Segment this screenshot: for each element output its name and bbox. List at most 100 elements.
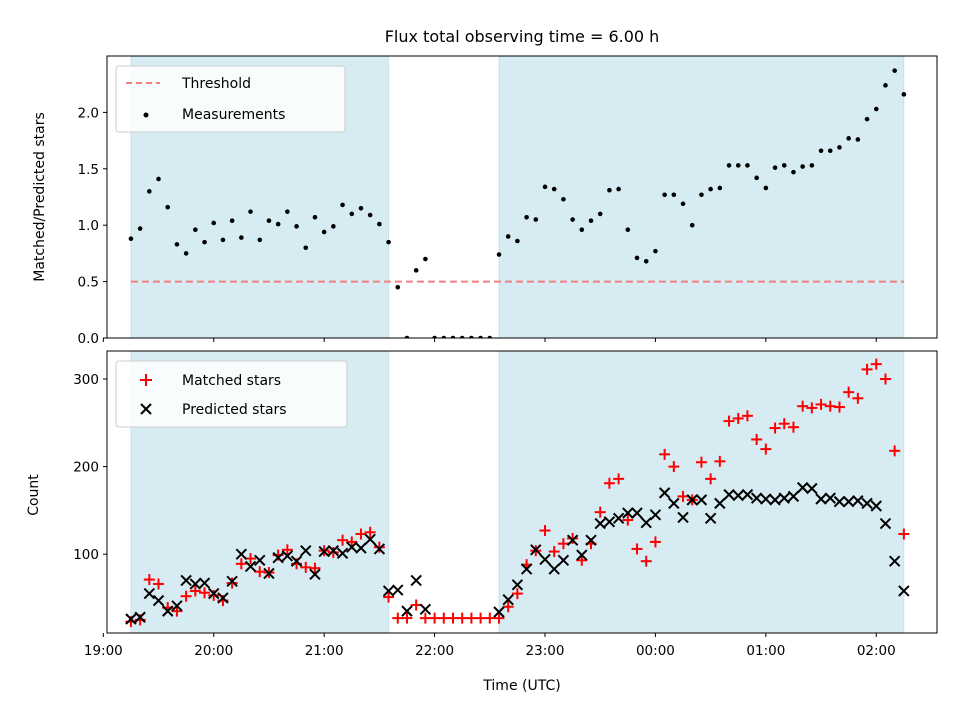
point-top-s0-84 [901,92,907,97]
point-bottom-s1-36 [457,637,467,647]
point-bottom-s1-13 [244,560,257,573]
point-top-s0-56 [643,258,649,264]
xlabel-bottom: Time (UTC) [482,678,560,694]
point-bottom-s1-27 [373,543,386,555]
point-bottom-s1-75 [815,493,827,505]
point-top-s0-67 [745,163,750,168]
point-top-s0-69 [763,185,769,191]
point-bottom-s0-20 [309,562,321,574]
point-top-s0-74 [809,163,815,168]
point-bottom-s1-74 [806,482,818,495]
point-bottom-s1-22 [327,544,340,557]
point-bottom-s1-81 [870,500,882,512]
point-bottom-s0-65 [723,415,735,427]
point-bottom-s0-58 [659,448,671,460]
point-bottom-s1-49 [576,549,588,561]
point-bottom-s1-42 [511,579,524,591]
point-top-s0-20 [312,215,318,220]
point-top-s0-5 [174,242,180,247]
point-bottom-s1-82 [879,517,892,530]
point-bottom-s1-72 [787,490,800,503]
point-bottom-s0-7 [189,585,201,597]
point-bottom-s0-22 [327,546,339,558]
point-bottom-s0-38 [475,612,487,624]
point-bottom-s0-83 [889,445,901,457]
xtick-label-3: 22:00 [415,643,454,659]
point-bottom-s1-31 [410,574,422,587]
point-bottom-s0-53 [613,473,625,485]
point-top-s0-54 [625,227,631,233]
point-bottom-s1-30 [401,605,413,617]
point-top-s0-76 [827,148,833,154]
point-bottom-s0-73 [797,400,809,412]
marks-top [128,68,907,338]
point-bottom-s1-14 [254,554,266,567]
point-bottom-s0-63 [705,473,717,485]
point-top-s0-82 [883,83,888,88]
point-bottom-s0-36 [456,612,468,624]
point-bottom-s1-68 [750,492,763,504]
point-bottom-s0-68 [751,433,763,445]
point-bottom-s1-73 [796,481,809,494]
point-top-s0-61 [689,222,695,228]
point-bottom-s1-29 [392,584,404,596]
point-bottom-s0-81 [870,358,882,370]
legend-predicted-swatch [140,403,152,415]
point-top-s0-37 [469,335,474,338]
point-bottom-s1-38 [476,637,486,647]
point-bottom-s0-40 [493,612,505,624]
point-bottom-s1-44 [530,544,542,556]
point-bottom-s1-84 [898,585,910,597]
ytick-label-top-2: 1.0 [78,218,99,234]
point-top-s0-24 [349,211,355,217]
point-bottom-s1-57 [649,509,662,521]
ytick-label-bottom-1: 200 [73,460,99,476]
point-bottom-s0-8 [199,587,211,599]
point-bottom-s0-17 [281,544,293,556]
point-top-s0-79 [855,137,861,142]
point-top-s0-44 [533,217,539,222]
point-top-s0-50 [588,218,594,223]
point-bottom-s1-56 [640,516,652,529]
point-top-s0-10 [220,237,226,243]
point-bottom-s1-10 [217,592,229,604]
point-bottom-s0-62 [695,456,707,468]
point-bottom-s1-24 [346,541,358,553]
point-bottom-s0-37 [465,612,477,624]
point-bottom-s1-43 [520,563,533,575]
point-top-s0-77 [837,145,842,150]
point-bottom-s1-60 [677,511,689,524]
point-top-s0-23 [340,202,345,208]
point-bottom-s0-69 [760,443,772,455]
point-top-s0-13 [248,209,253,214]
point-bottom-s1-19 [300,544,312,557]
point-bottom-s0-27 [373,541,385,553]
point-bottom-s0-60 [677,490,689,502]
xtick-label-0: 19:00 [84,643,123,659]
point-bottom-s1-48 [566,534,579,546]
point-bottom-s0-3 [153,578,165,590]
ytick-label-top-4: 2.0 [78,105,99,121]
point-bottom-s1-47 [557,554,570,567]
point-bottom-s1-16 [272,551,284,564]
point-top-s0-81 [873,106,879,112]
point-bottom-s1-70 [769,494,781,506]
point-top-s0-57 [653,248,658,254]
ytick-label-top-3: 1.5 [78,162,99,178]
point-bottom-s1-45 [539,553,551,566]
point-bottom-s1-50 [585,534,597,546]
point-bottom-s1-69 [760,493,772,505]
point-bottom-s1-0 [125,613,137,625]
xtick-label-1: 20:00 [194,643,233,659]
chart-title-top: Flux total observing time = 6.00 h [385,27,660,46]
point-bottom-s1-3 [152,594,165,607]
legend-measurements-label: Measurements [182,107,285,123]
point-top-s0-8 [202,239,207,245]
point-bottom-s0-67 [741,410,753,422]
point-bottom-s0-64 [714,455,726,467]
point-top-s0-1 [137,226,143,231]
point-top-s0-6 [183,251,189,256]
point-bottom-s1-63 [704,512,717,524]
axes-frame-bottom [106,350,938,634]
point-top-s0-78 [846,136,851,141]
